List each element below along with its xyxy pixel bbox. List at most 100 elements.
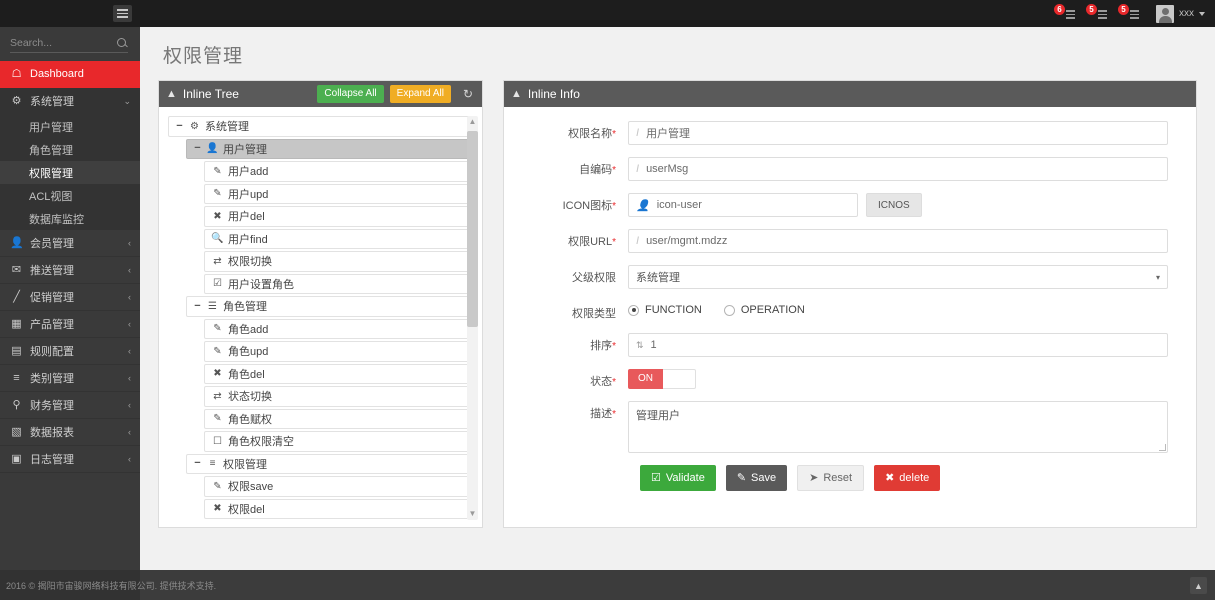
- expand-all-button[interactable]: Expand All: [389, 85, 451, 103]
- sidebar-subitem-label: 用户管理: [29, 121, 73, 134]
- tree-node[interactable]: ✎ 用户upd: [204, 183, 473, 204]
- edit-icon: ✎: [213, 188, 222, 200]
- tree-node-label: 系统管理: [205, 121, 249, 134]
- order-input[interactable]: ⇅ 1: [628, 333, 1168, 357]
- icnos-button[interactable]: ICNOS: [866, 193, 922, 217]
- sidebar-item-category-mgmt[interactable]: ≡ 类别管理 ‹: [0, 365, 140, 392]
- tree-node[interactable]: ✖ 权限del: [204, 498, 473, 519]
- tree-node[interactable]: ✎ 权限save: [204, 476, 473, 497]
- tree-node[interactable]: − ☰ 角色管理: [186, 296, 473, 317]
- sidebar-subitem-acl-view[interactable]: ACL视图: [0, 184, 140, 207]
- caret-up-icon[interactable]: ▲: [468, 117, 477, 126]
- tree-scrollbar-thumb[interactable]: [467, 131, 478, 327]
- tree-node[interactable]: ⇄ 状态切换: [204, 386, 473, 407]
- sidebar-item-member-mgmt[interactable]: 👤 会员管理 ‹: [0, 230, 140, 257]
- tree-node[interactable]: ⇄ 权限切换: [204, 251, 473, 272]
- collapse-toggle-icon[interactable]: −: [194, 299, 201, 312]
- envelope-badge: 5: [1086, 4, 1097, 15]
- url-input[interactable]: I user/mgmt.mdzz: [628, 229, 1168, 253]
- sidebar-item-rule-config[interactable]: ▤ 规则配置 ‹: [0, 338, 140, 365]
- resize-grip-icon[interactable]: [1159, 444, 1166, 451]
- user-menu[interactable]: xxx: [1148, 4, 1207, 23]
- sidebar-item-data-report[interactable]: ▧ 数据报表 ‹: [0, 419, 140, 446]
- sidebar-subitem-db-monitor[interactable]: 数据库监控: [0, 207, 140, 230]
- validate-button[interactable]: ☑ Validate: [640, 465, 716, 492]
- search-input[interactable]: [10, 37, 116, 49]
- tree-node[interactable]: − 👤 用户管理: [186, 138, 473, 159]
- field-row-type: 权限类型 FUNCTION OPERATION: [518, 301, 1182, 321]
- page-title: 权限管理: [163, 46, 244, 67]
- scroll-to-top-button[interactable]: ▲: [1190, 577, 1207, 594]
- collapse-toggle-icon[interactable]: −: [194, 457, 201, 470]
- sidebar-subitem-role-mgmt[interactable]: 角色管理: [0, 138, 140, 161]
- sidebar-item-promotion-mgmt[interactable]: ╱ 促销管理 ‹: [0, 284, 140, 311]
- code-value: userMsg: [646, 163, 689, 175]
- tree-node[interactable]: ✎ 角色upd: [204, 341, 473, 362]
- tree-node[interactable]: − ⚙ 系统管理: [168, 116, 473, 137]
- refresh-icon[interactable]: ↻: [457, 87, 475, 101]
- field-row-icon: ICON图标* 👤 icon-user ICNOS: [518, 193, 1182, 217]
- list-icon: ▤: [11, 344, 22, 357]
- tree-node[interactable]: ✎ 角色赋权: [204, 408, 473, 429]
- tree-node[interactable]: − ≡ 权限管理: [186, 453, 473, 474]
- sidebar-item-push-mgmt[interactable]: ✉ 推送管理 ‹: [0, 257, 140, 284]
- sidebar-item-product-mgmt[interactable]: ▦ 产品管理 ‹: [0, 311, 140, 338]
- pencil-icon: ✎: [213, 413, 222, 425]
- radio-operation[interactable]: OPERATION: [723, 304, 805, 316]
- sidebar-item-label: 推送管理: [30, 265, 74, 277]
- tree-node[interactable]: ✖ 角色del: [204, 363, 473, 384]
- chevron-left-icon: ‹: [128, 400, 131, 410]
- tree-node[interactable]: ✎ 用户add: [204, 161, 473, 182]
- description-textarea[interactable]: 管理用户: [628, 401, 1168, 453]
- reset-button[interactable]: ➤ Reset: [797, 465, 865, 492]
- sidebar-item-label: 促销管理: [30, 292, 74, 304]
- sidebar-item-finance-mgmt[interactable]: ⚲ 财务管理 ‹: [0, 392, 140, 419]
- bell-icon[interactable]: 5: [1116, 0, 1148, 27]
- radio-function[interactable]: FUNCTION: [628, 304, 702, 316]
- parent-permission-select[interactable]: 系统管理 ▾: [628, 265, 1168, 289]
- tree-node[interactable]: 🔍 用户find: [204, 228, 473, 249]
- caret-down-icon[interactable]: ▼: [468, 509, 477, 518]
- sidebar-item-system-mgmt[interactable]: ⚙ 系统管理 ⌄: [0, 88, 140, 115]
- check-square-icon: ☑: [651, 472, 661, 484]
- sidebar-item-label: 规则配置: [30, 346, 74, 358]
- permission-name-input[interactable]: I 用户管理: [628, 121, 1168, 145]
- tree-node[interactable]: ✖ 用户del: [204, 206, 473, 227]
- sidebar-top: [0, 0, 140, 27]
- envelope-icon[interactable]: 5: [1084, 0, 1116, 27]
- sidebar-subitem-permission-mgmt[interactable]: 权限管理: [0, 161, 140, 184]
- collapse-all-button[interactable]: Collapse All: [317, 85, 384, 103]
- status-toggle[interactable]: ON: [628, 369, 696, 389]
- chevron-left-icon: ‹: [128, 346, 131, 356]
- delete-button[interactable]: ✖ delete: [874, 465, 941, 492]
- sidebar-item-log-mgmt[interactable]: ▣ 日志管理 ‹: [0, 446, 140, 473]
- order-label: 排序*: [590, 340, 616, 352]
- code-input[interactable]: I userMsg: [628, 157, 1168, 181]
- save-button-label: Save: [751, 472, 777, 484]
- pencil-icon: ✎: [213, 323, 222, 335]
- tasks-icon[interactable]: 6: [1052, 0, 1084, 27]
- sidebar-item-dashboard[interactable]: ☖ Dashboard: [0, 61, 140, 88]
- field-row-name: 权限名称* I 用户管理: [518, 121, 1182, 145]
- tree-node[interactable]: ✎ 角色add: [204, 318, 473, 339]
- desc-label: 描述*: [590, 408, 616, 420]
- icon-input[interactable]: 👤 icon-user: [628, 193, 858, 217]
- save-button[interactable]: ✎ Save: [725, 465, 788, 492]
- reset-button-label: Reset: [823, 472, 853, 484]
- collapse-toggle-icon[interactable]: −: [194, 142, 201, 155]
- hamburger-icon[interactable]: [113, 5, 132, 22]
- bell-glyph: [1126, 8, 1139, 19]
- gears-icon: ⚙: [190, 120, 199, 132]
- tree-node[interactable]: ☑ 用户设置角色: [204, 273, 473, 294]
- collapse-toggle-icon[interactable]: −: [176, 119, 183, 132]
- spinner-icon[interactable]: ⇅: [636, 339, 644, 350]
- tree-node[interactable]: ☐ 角色权限清空: [204, 431, 473, 452]
- tree-node-label: 权限del: [228, 503, 265, 516]
- search-icon[interactable]: [116, 37, 128, 49]
- pencil-icon: ✎: [213, 165, 222, 177]
- radio-dot-icon: [723, 304, 735, 316]
- sidebar-subitem-user-mgmt[interactable]: 用户管理: [0, 115, 140, 138]
- url-value: user/mgmt.mdzz: [646, 235, 728, 247]
- times-icon: ✖: [213, 368, 222, 380]
- parent-permission-value: 系统管理: [636, 272, 680, 284]
